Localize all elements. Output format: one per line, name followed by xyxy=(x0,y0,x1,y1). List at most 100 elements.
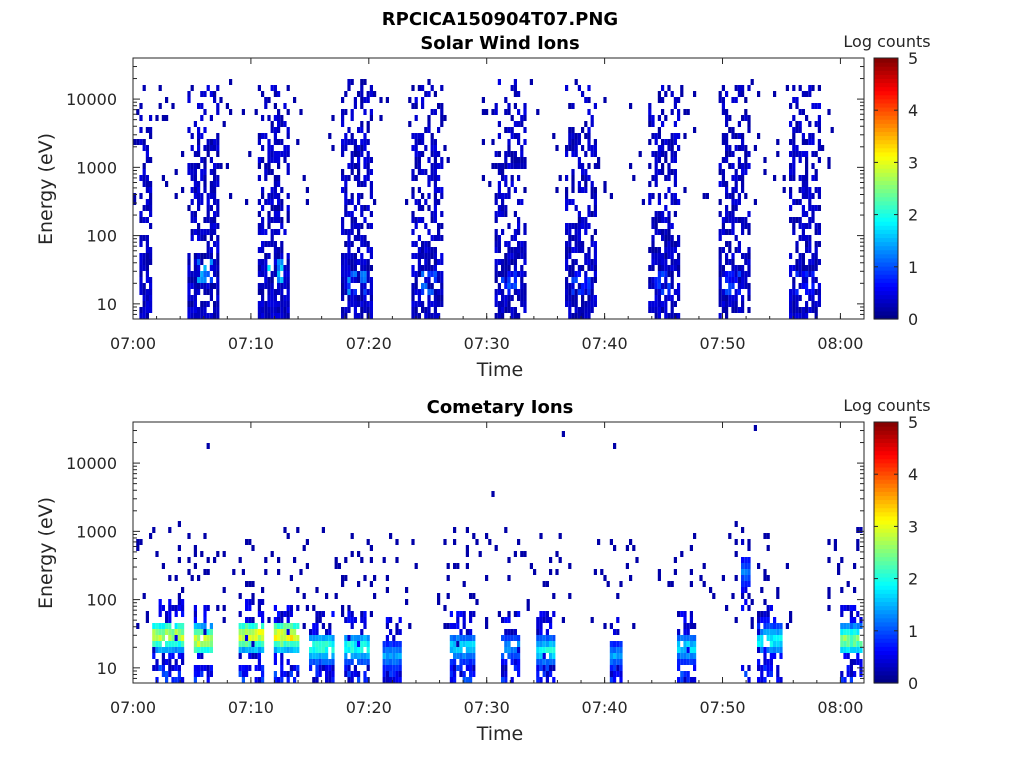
colorbar-swatch xyxy=(874,638,898,643)
heatmap-cell xyxy=(241,677,245,683)
heatmap-cell xyxy=(747,569,751,575)
heatmap-cell xyxy=(165,677,169,683)
heatmap-cell xyxy=(251,545,255,551)
heatmap-cell xyxy=(437,187,441,193)
heatmap-cell xyxy=(427,271,431,277)
heatmap-cell xyxy=(494,109,498,115)
heatmap-cell xyxy=(501,301,505,307)
heatmap-cell xyxy=(277,307,281,313)
heatmap-cell xyxy=(465,653,469,659)
heatmap-cell xyxy=(769,605,773,611)
heatmap-cell xyxy=(270,127,274,133)
heatmap-cell xyxy=(238,623,242,629)
heatmap-cell xyxy=(430,175,434,181)
heatmap-cell xyxy=(213,271,217,277)
heatmap-cell xyxy=(741,277,745,283)
heatmap-cell xyxy=(728,283,732,289)
heatmap-cell xyxy=(507,247,511,253)
heatmap-cell xyxy=(280,247,284,253)
heatmap-cell xyxy=(693,641,697,647)
heatmap-cell xyxy=(392,647,396,653)
heatmap-cell xyxy=(353,271,357,277)
heatmap-cell xyxy=(581,169,585,175)
heatmap-cell xyxy=(667,229,671,235)
heatmap-cell xyxy=(437,289,441,295)
heatmap-cell xyxy=(347,301,351,307)
heatmap-cell xyxy=(382,647,386,653)
heatmap-cell xyxy=(181,629,185,635)
heatmap-cell xyxy=(801,259,805,265)
heatmap-cell xyxy=(737,157,741,163)
heatmap-cell xyxy=(725,307,729,313)
heatmap-cell xyxy=(728,211,732,217)
heatmap-cell xyxy=(843,677,847,683)
heatmap-cell xyxy=(245,599,249,605)
heatmap-cell xyxy=(763,623,767,629)
heatmap-cell xyxy=(181,641,185,647)
heatmap-cell xyxy=(792,307,796,313)
heatmap-cell xyxy=(507,109,511,115)
heatmap-cell xyxy=(433,211,437,217)
heatmap-cell xyxy=(840,671,844,677)
heatmap-cell xyxy=(433,301,437,307)
heatmap-cell xyxy=(792,97,796,103)
heatmap-cell xyxy=(651,247,655,253)
colorbar-swatch xyxy=(874,282,898,287)
heatmap-cell xyxy=(741,223,745,229)
heatmap-cell xyxy=(360,205,364,211)
colorbar-swatch xyxy=(874,601,898,607)
heatmap-cell xyxy=(459,659,463,665)
heatmap-cell xyxy=(277,175,281,181)
heatmap-cell xyxy=(817,289,821,295)
colorbar-swatch xyxy=(874,581,898,586)
heatmap-cell xyxy=(139,289,143,295)
heatmap-cell xyxy=(264,97,268,103)
heatmap-cell xyxy=(718,313,722,319)
heatmap-cell xyxy=(145,199,149,205)
heatmap-cell xyxy=(510,85,514,91)
heatmap-cell xyxy=(414,151,418,157)
heatmap-cell xyxy=(520,277,524,283)
heatmap-cell xyxy=(193,211,197,217)
heatmap-cell xyxy=(344,91,348,97)
heatmap-cell xyxy=(741,175,745,181)
heatmap-cell xyxy=(587,277,591,283)
heatmap-cell xyxy=(517,91,521,97)
heatmap-cell xyxy=(353,301,357,307)
heatmap-cell xyxy=(286,253,290,259)
heatmap-cell xyxy=(277,217,281,223)
heatmap-cell xyxy=(357,659,361,665)
heatmap-cell xyxy=(811,289,815,295)
heatmap-cell xyxy=(142,175,146,181)
heatmap-cell xyxy=(238,557,242,563)
heatmap-cell xyxy=(501,617,505,623)
heatmap-cell xyxy=(270,301,274,307)
heatmap-cell xyxy=(286,277,290,283)
heatmap-cell xyxy=(264,199,268,205)
heatmap-cell xyxy=(507,629,511,635)
heatmap-cell xyxy=(293,557,297,563)
heatmap-cell xyxy=(817,103,821,109)
heatmap-cell xyxy=(363,235,367,241)
heatmap-cell xyxy=(667,241,671,247)
heatmap-cell xyxy=(577,223,581,229)
heatmap-cell xyxy=(741,527,745,533)
heatmap-cell xyxy=(197,133,201,139)
colorbar-swatch xyxy=(874,200,898,206)
heatmap-cell xyxy=(145,277,149,283)
heatmap-cell xyxy=(798,283,802,289)
heatmap-cell xyxy=(574,277,578,283)
heatmap-cell xyxy=(257,677,261,683)
heatmap-cell xyxy=(366,289,370,295)
heatmap-cell xyxy=(357,271,361,277)
heatmap-cell xyxy=(366,97,370,103)
heatmap-cell xyxy=(683,109,687,115)
heatmap-cell xyxy=(363,145,367,151)
colorbar-swatch xyxy=(874,164,898,169)
heatmap-cell xyxy=(683,671,687,677)
heatmap-cell xyxy=(577,133,581,139)
heatmap-cell xyxy=(347,247,351,253)
heatmap-cell xyxy=(213,265,217,271)
heatmap-cell xyxy=(478,551,482,557)
x-axis: 07:00 07:10 07:20 07:30 07:40 07:50 08:00 xyxy=(110,422,865,717)
